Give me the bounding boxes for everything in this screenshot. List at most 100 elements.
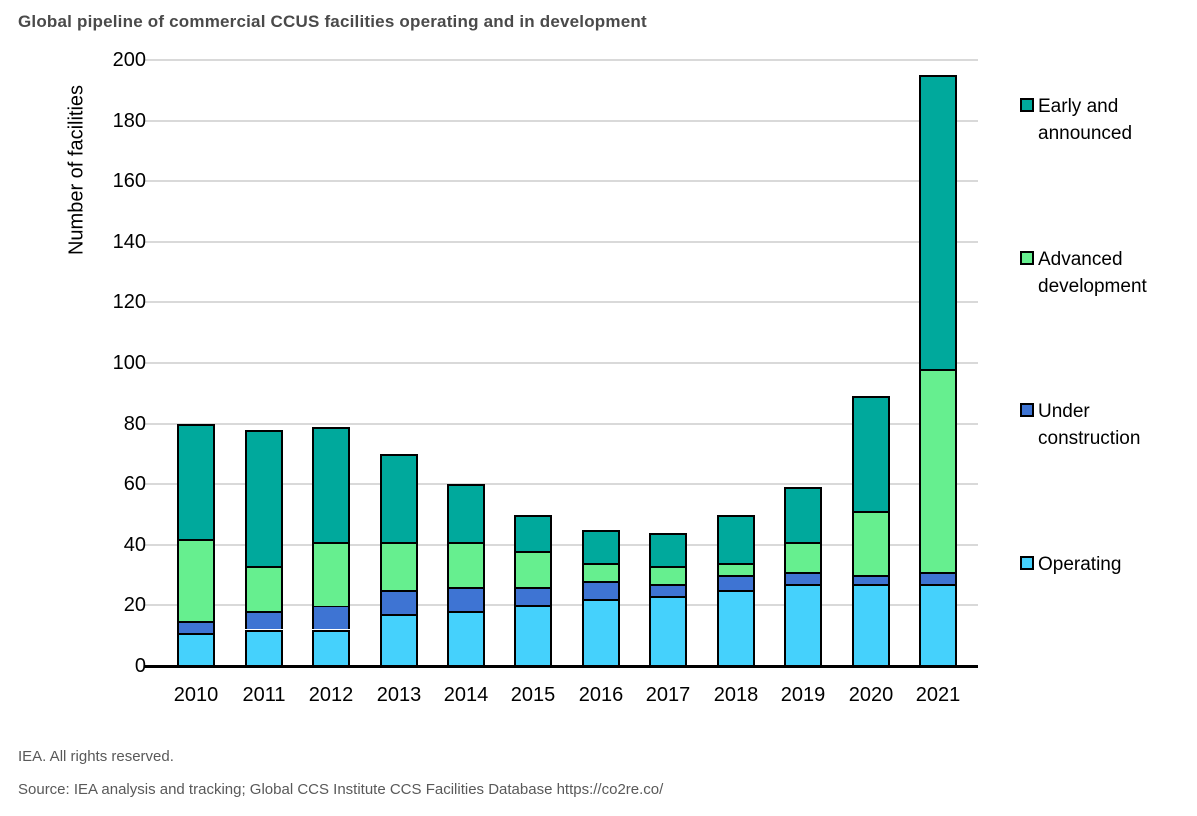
bar-segment-operating-2021 [919,584,957,666]
y-tick-label-160: 160 [112,170,146,193]
bar-segment-early-and-announced-2019 [784,487,822,542]
y-tick-label-140: 140 [112,230,146,253]
y-tick-160 [144,180,160,183]
y-tick-60 [144,483,160,486]
x-tick-label-2017: 2017 [645,684,691,706]
y-tick-label-100: 100 [112,352,146,374]
gridline-80 [160,422,978,425]
bar-segment-under-construction-2017 [649,584,687,596]
bar-segment-operating-2017 [649,596,687,666]
x-tick-label-2016: 2016 [578,684,624,706]
x-tick-label-2012: 2012 [308,684,354,706]
bar-segment-operating-2013 [380,614,418,666]
footer-source: Source: IEA analysis and tracking; Globa… [18,781,664,798]
x-tick-label-2011: 2011 [242,684,286,706]
gridline-120 [160,301,978,304]
bar-segment-early-and-announced-2021 [919,75,957,369]
gridline-100 [160,362,978,364]
gridline-20 [160,604,978,607]
bar-segment-under-construction-2019 [784,572,822,584]
bar-segment-operating-2016 [582,599,620,666]
legend-swatch-early-and-announced [1020,98,1034,112]
bar-segment-advanced-development-2010 [177,539,215,621]
gridline-180 [160,119,978,122]
bar-segment-under-construction-2012 [312,605,350,629]
legend-label-operating: Operating [1038,554,1122,575]
bar-segment-operating-2019 [784,584,822,666]
y-tick-80 [144,422,160,425]
bar-segment-advanced-development-2020 [852,511,890,575]
y-tick-20 [144,604,160,607]
gridline-60 [160,483,978,486]
legend-swatch-operating [1020,556,1034,570]
y-tick-180 [144,119,160,122]
y-tick-200 [144,59,160,61]
gridline-200 [160,59,978,61]
x-tick-label-2018: 2018 [713,684,759,706]
legend-label-early-and-announced: Early and announced [1038,96,1133,144]
gridline-40 [160,543,978,546]
x-tick-label-2015: 2015 [510,684,556,706]
y-tick-140 [144,240,160,243]
x-tick-label-2013: 2013 [376,684,422,706]
bar-segment-operating-2020 [852,584,890,666]
gridline-140 [160,240,978,243]
bar-segment-advanced-development-2016 [582,563,620,581]
bar-segment-early-and-announced-2010 [177,424,215,539]
y-tick-100 [144,362,160,364]
y-tick-label-200: 200 [112,49,146,71]
bar-segment-operating-2018 [717,590,755,666]
bar-segment-early-and-announced-2017 [649,533,687,566]
bar-segment-early-and-announced-2016 [582,530,620,563]
x-tick-label-2014: 2014 [443,684,489,706]
legend-item-operating: Operating [1020,551,1170,578]
footer-copyright: IEA. All rights reserved. [18,748,174,765]
bar-segment-advanced-development-2019 [784,542,822,572]
bar-segment-early-and-announced-2014 [447,484,485,542]
bar-segment-under-construction-2016 [582,581,620,599]
legend-swatch-advanced-development [1020,251,1034,265]
bar-segment-under-construction-2014 [447,587,485,611]
bar-segment-advanced-development-2012 [312,542,350,606]
bar-segment-advanced-development-2018 [717,563,755,575]
legend-item-advanced-development: Advanced development [1020,246,1170,300]
bar-segment-early-and-announced-2013 [380,454,418,542]
bar-segment-advanced-development-2017 [649,566,687,584]
bar-segment-operating-2012 [312,630,350,666]
x-tick-label-2019: 2019 [780,684,826,706]
bar-segment-under-construction-2011 [245,611,283,629]
bar-segment-advanced-development-2021 [919,369,957,572]
y-tick-label-0: 0 [134,655,146,677]
bar-segment-operating-2014 [447,611,485,666]
legend-label-under-construction: Under construction [1038,401,1141,449]
y-tick-40 [144,543,160,546]
bar-segment-early-and-announced-2018 [717,515,755,563]
bar-segment-under-construction-2021 [919,572,957,584]
y-tick-label-80: 80 [123,412,146,435]
y-tick-label-60: 60 [123,473,146,496]
bar-segment-under-construction-2013 [380,590,418,614]
legend-item-under-construction: Under construction [1020,398,1170,452]
bar-segment-operating-2010 [177,633,215,666]
bar-segment-under-construction-2015 [514,587,552,605]
bar-segment-advanced-development-2011 [245,566,283,611]
legend-item-early-and-announced: Early and announced [1020,93,1170,147]
x-axis-line [144,665,978,668]
bar-segment-early-and-announced-2011 [245,430,283,566]
bar-segment-under-construction-2018 [717,575,755,590]
y-tick-120 [144,301,160,304]
x-tick-label-2020: 2020 [848,684,894,706]
y-tick-label-120: 120 [112,291,146,314]
bar-segment-under-construction-2020 [852,575,890,584]
bar-segment-advanced-development-2015 [514,551,552,587]
bar-segment-early-and-announced-2020 [852,396,890,511]
y-tick-label-180: 180 [112,109,146,132]
bar-segment-early-and-announced-2015 [514,515,552,551]
y-tick-label-40: 40 [123,533,146,556]
y-tick-label-20: 20 [123,594,146,617]
legend-label-advanced-development: Advanced development [1038,249,1147,297]
page-title: Global pipeline of commercial CCUS facil… [18,12,647,31]
bar-segment-under-construction-2010 [177,621,215,633]
bar-segment-early-and-announced-2012 [312,427,350,542]
